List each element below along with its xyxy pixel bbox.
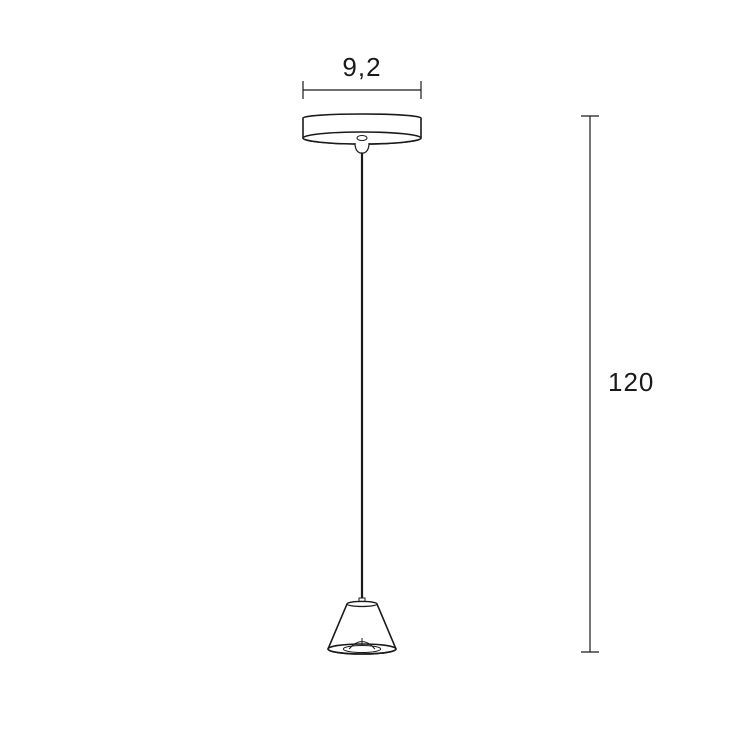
- width-dim-label: 9,2: [342, 52, 381, 82]
- cord-grip: [355, 143, 369, 153]
- height-dim-label: 120: [608, 367, 654, 397]
- shade-top-opening: [347, 602, 377, 607]
- canopy-bottom-edge: [303, 132, 421, 144]
